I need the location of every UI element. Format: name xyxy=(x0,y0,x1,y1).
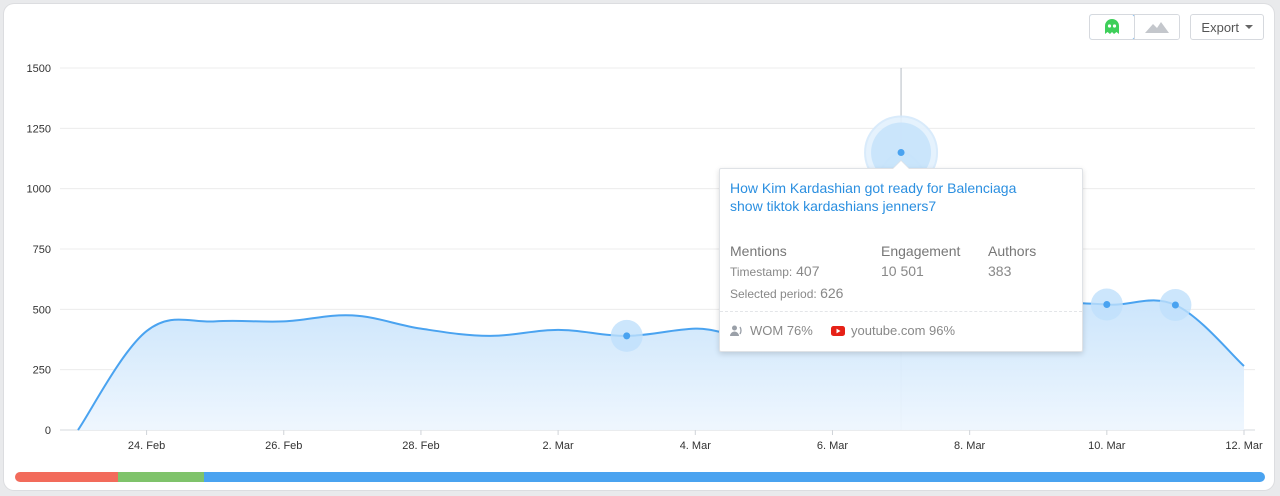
x-tick-label: 10. Mar xyxy=(1088,440,1126,452)
x-tick-label: 28. Feb xyxy=(402,440,439,452)
export-label: Export xyxy=(1201,19,1239,35)
speaker-person-icon xyxy=(730,325,742,336)
timeline-segment[interactable] xyxy=(117,472,204,482)
chart-mode-toggle xyxy=(1089,14,1181,40)
y-tick-label: 750 xyxy=(33,244,51,256)
mentions-label: Mentions xyxy=(730,243,787,259)
x-axis: 24. Feb 26. Feb 28. Feb 2. Mar 4. Mar 6. Mar 8… xyxy=(60,429,1263,452)
x-tick-label: 26. Feb xyxy=(265,440,302,452)
timeline-bar[interactable] xyxy=(15,472,1265,482)
y-tick-label: 1500 xyxy=(27,63,51,75)
y-axis: 0 250 500 750 1000 1250 1500 xyxy=(27,63,51,437)
selected-period-value: 626 xyxy=(820,285,844,301)
x-tick-label: 4. Mar xyxy=(680,440,712,452)
export-button[interactable]: Export xyxy=(1190,14,1264,40)
x-tick-label: 12. Mar xyxy=(1225,440,1263,452)
timeline-segment[interactable] xyxy=(15,472,118,482)
mountain-icon xyxy=(1145,22,1170,33)
data-point[interactable] xyxy=(1090,288,1123,321)
engagement-value: 10 501 xyxy=(881,263,924,279)
x-tick-label: 24. Feb xyxy=(128,440,165,452)
youtube-icon xyxy=(831,325,845,336)
data-point[interactable] xyxy=(1159,288,1192,321)
caret-down-icon xyxy=(1245,25,1253,29)
y-tick-label: 1250 xyxy=(27,123,51,135)
ghost-mode-button[interactable] xyxy=(1090,15,1136,39)
selected-period-label: Selected period: xyxy=(730,287,817,301)
tooltip-divider xyxy=(720,311,1082,312)
mountain-mode-button[interactable] xyxy=(1134,15,1180,39)
tooltip-title-link[interactable]: How Kim Kardashian got ready for Balenci… xyxy=(730,180,1017,214)
timestamp-value: 407 xyxy=(796,263,820,279)
y-tick-label: 0 xyxy=(45,425,51,437)
x-tick-label: 6. Mar xyxy=(817,440,849,452)
chart-toolbar: Export xyxy=(1089,14,1264,40)
wom-label: WOM 76% xyxy=(750,323,813,338)
data-tooltip: How Kim Kardashian got ready for Balenci… xyxy=(719,160,1083,352)
x-tick-label: 8. Mar xyxy=(954,440,986,452)
source-stat: youtube.com 96% xyxy=(831,323,955,338)
source-label: youtube.com 96% xyxy=(851,323,956,338)
x-tick-label: 2. Mar xyxy=(543,440,575,452)
y-tick-label: 250 xyxy=(33,365,51,377)
selected-period-row: Selected period: 626 xyxy=(730,285,843,301)
timestamp-label: Timestamp: xyxy=(730,265,793,279)
authors-label: Authors xyxy=(988,243,1037,259)
area-fill xyxy=(78,152,1244,430)
y-tick-label: 1000 xyxy=(27,184,51,196)
data-point[interactable] xyxy=(610,319,643,352)
timeline-segment[interactable] xyxy=(203,472,1265,482)
wom-stat: WOM 76% xyxy=(730,323,813,338)
engagement-label: Engagement xyxy=(881,243,961,259)
authors-value: 383 xyxy=(988,263,1012,279)
timestamp-row: Timestamp: 407 xyxy=(730,263,819,279)
y-tick-label: 500 xyxy=(33,304,51,316)
ghost-icon xyxy=(1105,19,1120,34)
